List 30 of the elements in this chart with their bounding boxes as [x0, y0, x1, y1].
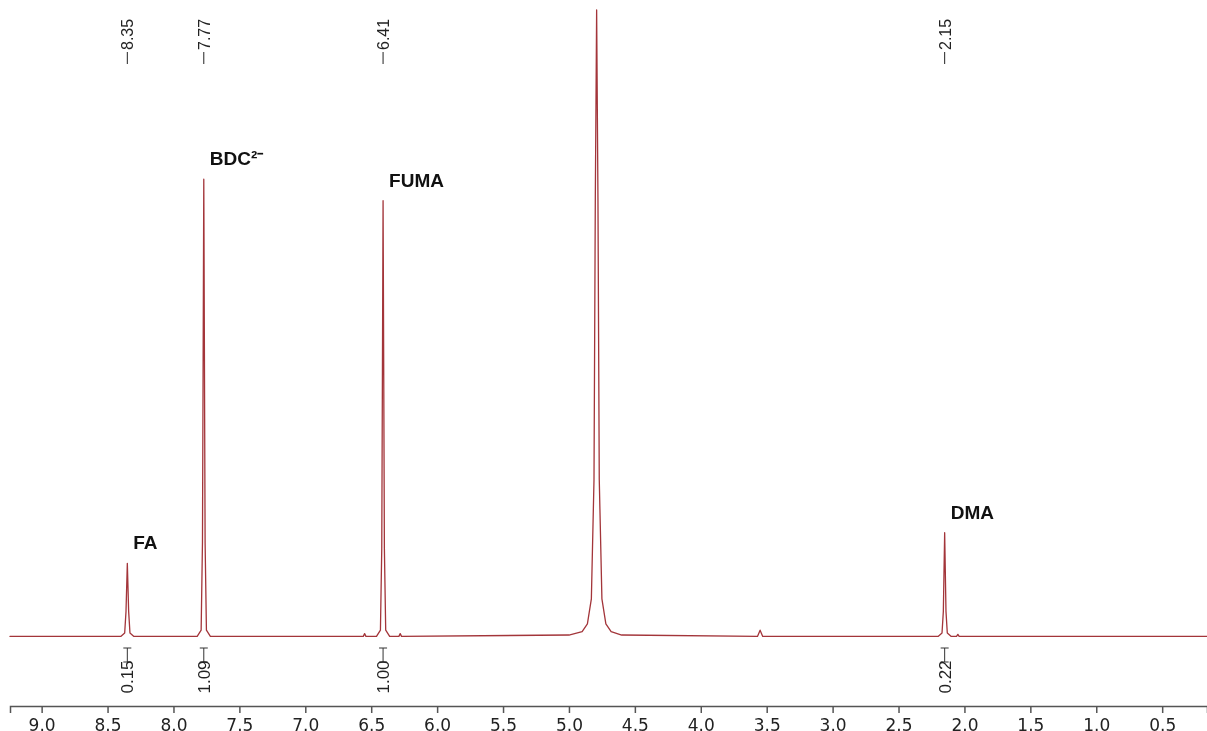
x-tick-label: 4.5: [621, 715, 649, 731]
x-tick-label: 2.5: [885, 715, 913, 731]
annotation: 1.00: [374, 660, 394, 694]
x-tick-label: 3.5: [753, 715, 781, 731]
annotation: 7.77: [195, 18, 213, 50]
x-tick-label: 5.5: [490, 715, 518, 731]
x-tick-label: 2.0: [951, 715, 979, 731]
x-tick-label: 8.0: [160, 715, 188, 731]
x-tick-label: 1.0: [1083, 715, 1111, 731]
annotation: 1.09: [194, 660, 214, 694]
x-tick-label: 0.5: [1149, 715, 1177, 731]
x-tick-label: 7.0: [292, 715, 320, 731]
annotation: 8.35: [119, 18, 137, 50]
annotation: 0.22: [935, 660, 955, 694]
annotation: 2.15: [936, 18, 954, 50]
x-tick-label: 6.0: [424, 715, 452, 731]
x-tick-label: 7.5: [226, 715, 254, 731]
annotation: 6.41: [375, 18, 393, 50]
x-tick-label: 8.5: [94, 715, 122, 731]
x-tick-label: 1.5: [1017, 715, 1045, 731]
annotation: FUMA: [389, 169, 445, 191]
x-tick-label: 6.5: [358, 715, 386, 731]
annotation: 0.15: [118, 660, 138, 694]
x-tick-label: 3.0: [819, 715, 847, 731]
annotation: FA: [133, 532, 158, 554]
x-tick-label: 4.0: [687, 715, 715, 731]
x-tick-label: 5.0: [555, 715, 583, 731]
x-tick-label: 9.0: [28, 715, 56, 731]
annotation: BDC²⁻: [209, 148, 265, 170]
annotation: DMA: [950, 501, 995, 523]
